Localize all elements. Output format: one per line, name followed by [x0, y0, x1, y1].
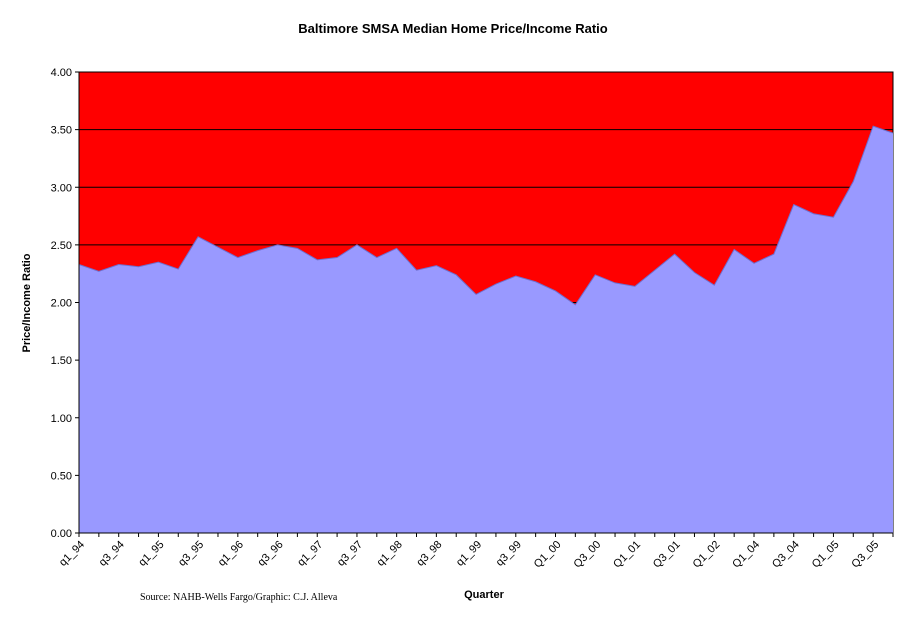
- x-tick-label: q1_97: [295, 539, 325, 569]
- x-tick-label: Q1_00: [532, 539, 564, 571]
- x-tick-label: Q3_01: [651, 539, 683, 571]
- x-tick-label: q1_94: [57, 539, 87, 569]
- y-tick-label: 0.50: [51, 470, 72, 482]
- y-tick-label: 1.00: [51, 413, 72, 425]
- x-tick-label: q1_98: [375, 539, 405, 569]
- x-tick-label: Q3_05: [849, 539, 881, 571]
- y-axis-title: Price/Income Ratio: [21, 253, 33, 352]
- x-tick-label: q3_96: [256, 539, 286, 569]
- x-tick-label: Q3_00: [571, 539, 603, 571]
- x-tick-label: q3_99: [494, 539, 524, 569]
- x-tick-label: q3_95: [176, 539, 206, 569]
- x-tick-label: q3_98: [414, 539, 444, 569]
- y-axis-ticks: 0.00 0.50 1.00 1.50 2.00 2.50 3.00 3.50 4.00: [51, 67, 79, 540]
- x-tick-label: q3_97: [335, 539, 365, 569]
- x-tick-label: Q1_04: [730, 539, 762, 571]
- x-tick-label: Q1_02: [691, 539, 723, 571]
- x-axis-title: Quarter: [464, 589, 504, 601]
- ratio-series-line: [78, 125, 894, 306]
- ratio-area-series: [79, 126, 893, 534]
- y-tick-label: 2.00: [51, 298, 72, 310]
- y-tick-label: 3.50: [51, 125, 72, 137]
- x-tick-label: Q1_05: [810, 539, 842, 571]
- x-axis-ticks: q1_94 q3_94 q1_95 q3_95 q1_96 q3_96 q1_97 q3_97…: [57, 533, 894, 571]
- x-tick-label: q3_94: [97, 539, 127, 569]
- y-tick-label: 2.50: [51, 240, 72, 252]
- y-tick-label: 1.50: [51, 355, 72, 367]
- x-tick-label: q1_96: [216, 539, 246, 569]
- x-tick-label: Q3_04: [770, 539, 802, 571]
- y-tick-label: 4.00: [51, 67, 72, 79]
- x-tick-label: q1_99: [454, 539, 484, 569]
- x-tick-label: q1_95: [136, 539, 166, 569]
- source-note: Source: NAHB-Wells Fargo/Graphic: C.J. A…: [140, 592, 338, 603]
- chart-title: Baltimore SMSA Median Home Price/Income …: [298, 21, 607, 36]
- x-tick-label: Q1_01: [611, 539, 643, 571]
- y-tick-label: 3.00: [51, 182, 72, 194]
- y-tick-label: 0.00: [51, 528, 72, 540]
